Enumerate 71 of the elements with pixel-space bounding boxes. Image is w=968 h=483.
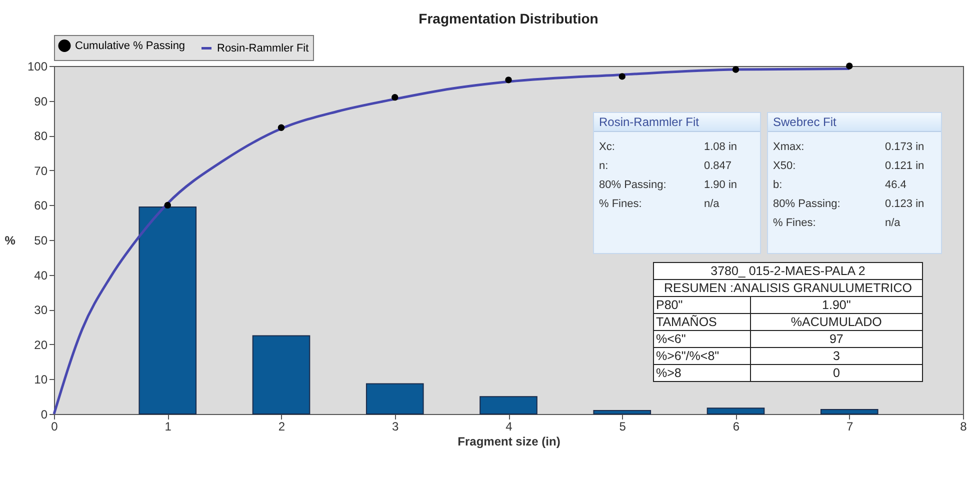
y-tick-label: 40 (34, 268, 48, 282)
annotation: TAMAÑOS (654, 314, 750, 330)
point (846, 62, 853, 70)
point (505, 76, 512, 84)
annotation: 3780_ 015-2-MAES-PALA 2 (654, 262, 922, 280)
x-tick-label: 4 (506, 420, 513, 434)
legend-label: Rosin-Rammler Fit (217, 42, 309, 54)
annotation: %>8 (654, 364, 750, 382)
legend-label: Cumulative % Passing (75, 40, 186, 52)
annotation: Swebrec Fit (768, 113, 941, 132)
point (278, 124, 285, 131)
annotation: Rosin-Rammler Fit (594, 113, 760, 132)
y-tick-label: 70 (34, 164, 48, 178)
x-axis-title: Fragment size (in) (458, 434, 560, 448)
x-tick-label: 2 (278, 420, 286, 434)
annotation: % Fines: (599, 197, 642, 212)
annotation: 1.90" (750, 296, 922, 314)
y-tick-label: 0 (40, 408, 48, 422)
point (164, 202, 171, 209)
annotation: 97 (750, 330, 922, 348)
annotation: RESUMEN :ANALISIS GRANULUMETRICO (654, 280, 922, 296)
bar (820, 408, 878, 414)
y-tick-label: 50 (34, 234, 48, 248)
annotation: % Fines: (773, 216, 816, 231)
y-tick-label: 10 (34, 372, 48, 387)
y-axis-title: % (4, 234, 16, 248)
annotation: X50: (773, 159, 796, 174)
annotation: %<6" (654, 330, 750, 348)
bar (138, 206, 197, 414)
point (618, 73, 626, 80)
annotation: 1.08 in (704, 140, 738, 155)
y-tick-label: 60 (34, 198, 48, 213)
annotation: 0.121 in (885, 159, 926, 174)
x-tick-label: 7 (846, 420, 854, 434)
point (392, 94, 398, 101)
bar (706, 408, 765, 414)
x-tick-label: 3 (392, 420, 400, 434)
annotation: 80% Passing: (599, 178, 666, 193)
bar (593, 410, 652, 414)
x-tick-label: 5 (619, 420, 626, 434)
y-tick-label: 20 (34, 338, 48, 352)
annotation: 80% Passing: (773, 197, 840, 212)
x-tick-label: 1 (164, 420, 172, 434)
annotation: n: (599, 159, 608, 174)
y-tick-label: 90 (34, 94, 48, 108)
point (732, 66, 740, 73)
annotation: 0.173 in (885, 140, 926, 155)
bar (252, 335, 310, 414)
annotation: 0.847 (704, 159, 733, 174)
chart-title: Fragmentation Distribution (418, 10, 598, 26)
annotation: 0 (750, 364, 922, 382)
annotation: 1.90 in (704, 178, 738, 193)
bar (366, 383, 424, 414)
annotation: b: (773, 178, 782, 193)
annotation: Xmax: (773, 140, 804, 155)
annotation: 0.123 in (885, 197, 926, 212)
annotation: 46.4 (885, 178, 908, 193)
y-tick-label: 30 (34, 303, 48, 318)
annotation: %ACUMULADO (750, 314, 922, 330)
annotation: P80" (654, 296, 750, 314)
annotation: Xc: (599, 140, 615, 155)
annotation: 3 (750, 348, 922, 364)
x-tick-label: 6 (732, 420, 740, 434)
x-tick-label: 8 (960, 420, 968, 434)
x-tick-label: 0 (51, 420, 58, 434)
annotation: n/a (704, 197, 720, 212)
annotation: n/a (885, 216, 902, 231)
annotation: %>6"/%<8" (654, 348, 750, 364)
y-tick-label: 80 (34, 129, 48, 144)
y-tick-label: 100 (27, 60, 48, 74)
bar (480, 396, 538, 414)
